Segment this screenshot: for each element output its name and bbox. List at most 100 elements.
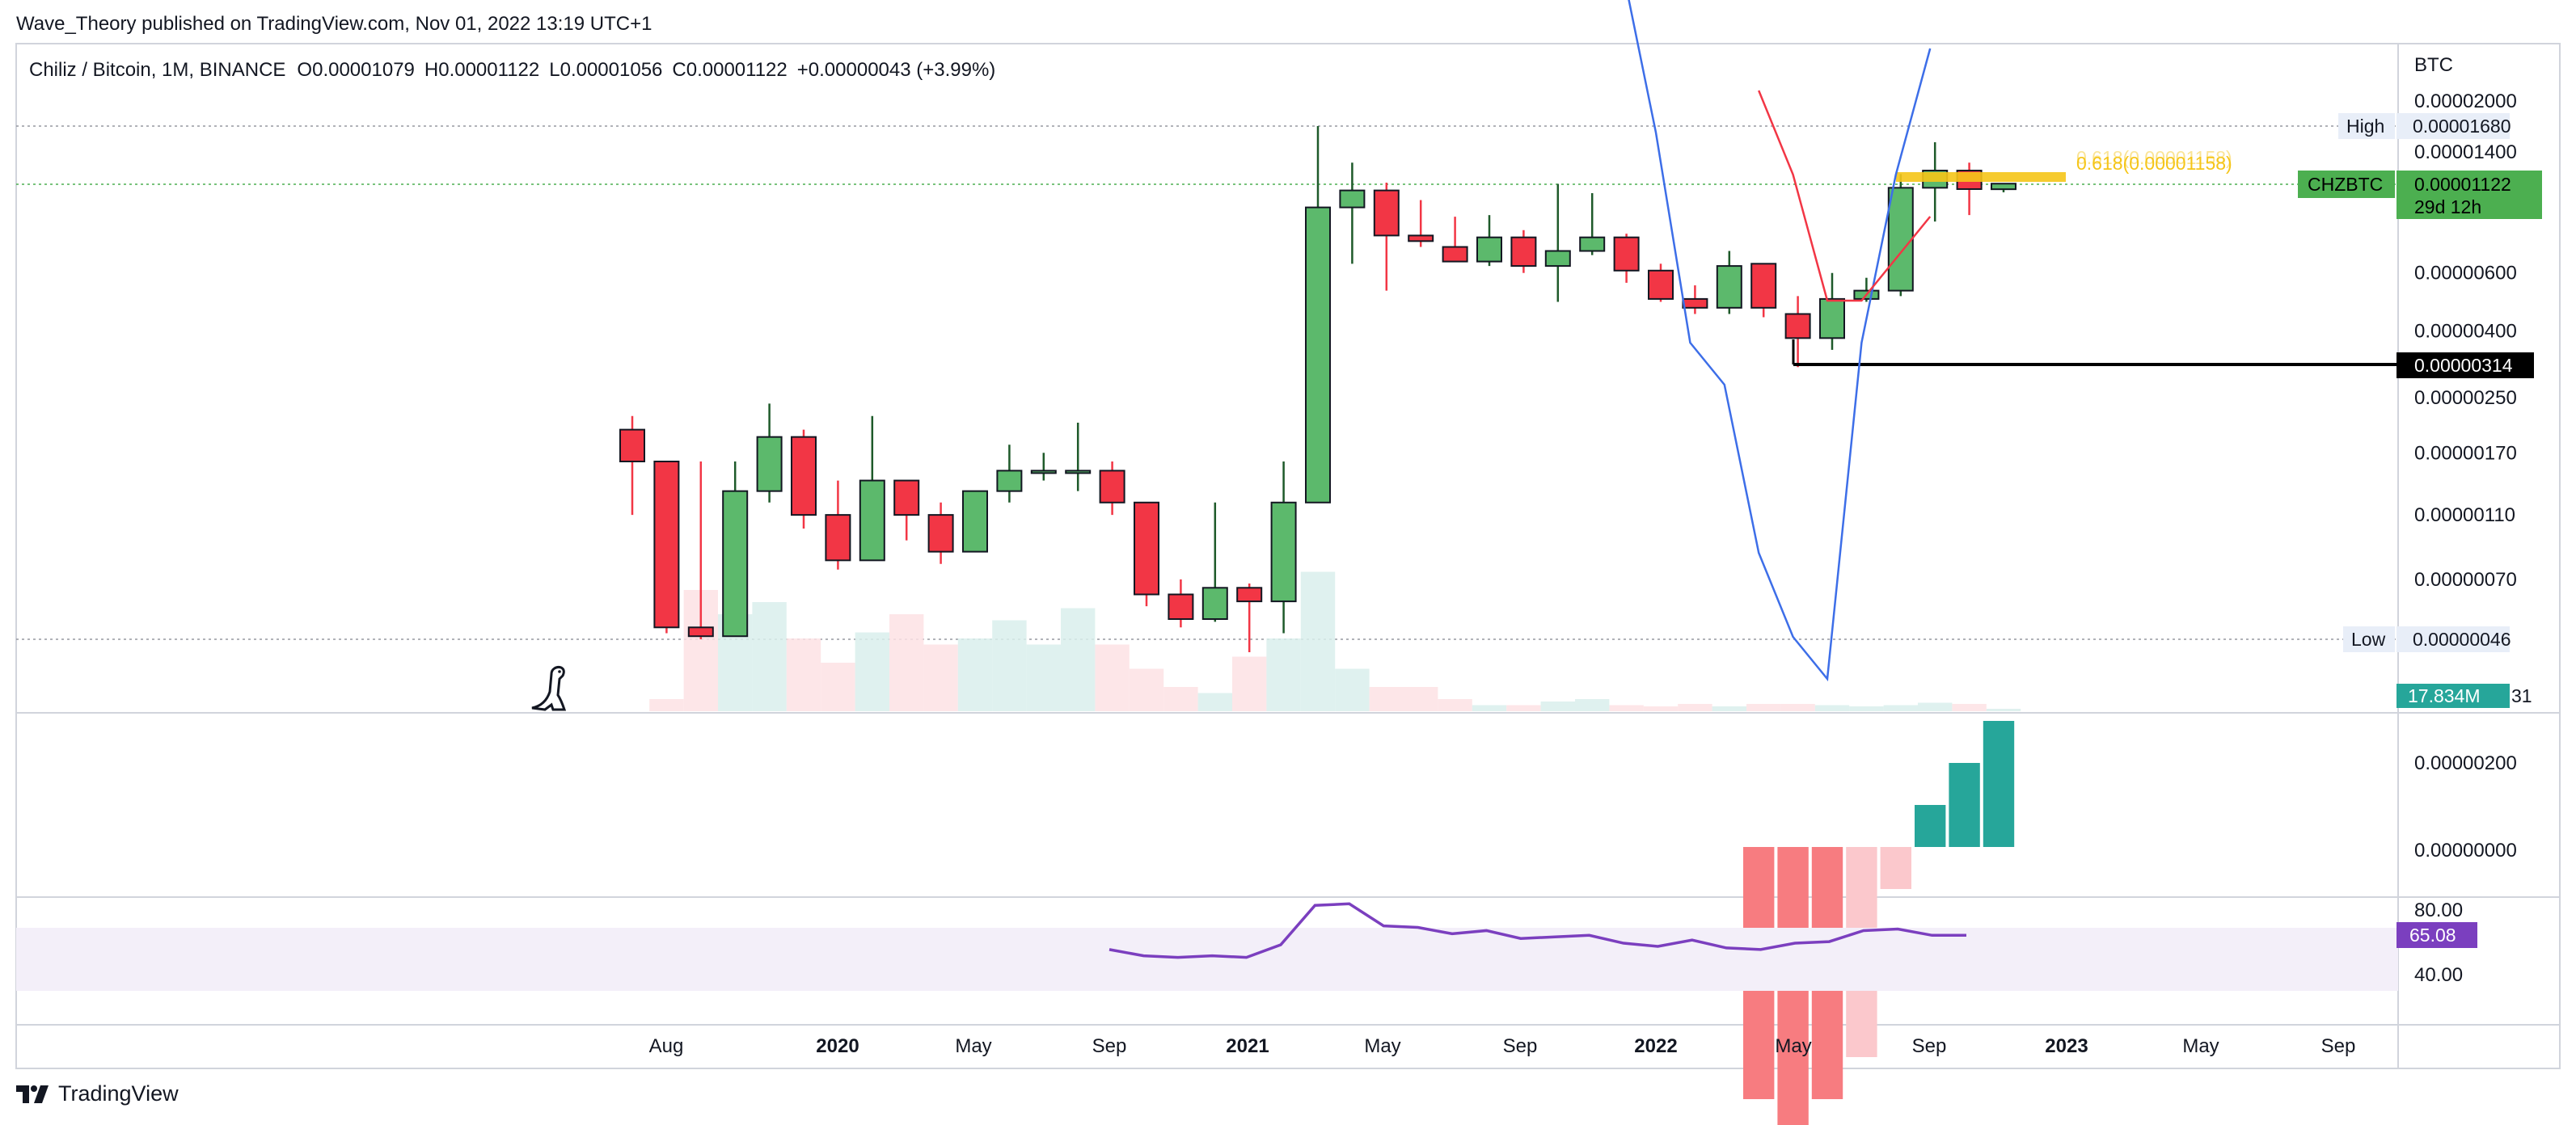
volume-bar: [889, 614, 924, 711]
support-tag: [2397, 352, 2534, 378]
time-tick: 2022: [1634, 1035, 1677, 1057]
volume-bar: [1438, 699, 1472, 711]
low-value-box: [2397, 626, 2510, 652]
candle-body[interactable]: [722, 490, 749, 638]
candle-body[interactable]: [1887, 187, 1914, 292]
candle-body[interactable]: [1648, 269, 1674, 300]
publisher-line: Wave_Theory published on TradingView.com…: [16, 13, 652, 35]
price-tick: 0.00000250: [2414, 387, 2517, 409]
candle-body[interactable]: [687, 626, 714, 638]
candle-body[interactable]: [1579, 236, 1606, 252]
volume-bar: [1849, 706, 1884, 711]
candle-body[interactable]: [1716, 265, 1742, 309]
volume-suffix: 31: [2511, 685, 2532, 706]
high-value: 0.00001680: [2413, 116, 2511, 137]
fib-label-faint: 0.618(0.00001158): [2076, 147, 2232, 168]
rsi-value: 65.08: [2409, 925, 2456, 946]
volume-bar: [1061, 608, 1096, 711]
macd-histogram-bar: [1983, 721, 2015, 847]
macd-histogram-bar: [1880, 847, 1911, 889]
volume-bar: [1163, 687, 1198, 711]
support-value: 0.00000314: [2414, 355, 2513, 376]
candle-body[interactable]: [1544, 250, 1571, 268]
candle-body[interactable]: [1819, 297, 1845, 339]
dino-icon: [531, 666, 567, 711]
volume-bar: [923, 644, 958, 711]
volume-bar: [649, 699, 684, 711]
price-tick: 0.00000170: [2414, 442, 2517, 464]
volume-bar: [1095, 644, 1130, 711]
candle-body[interactable]: [1030, 470, 1057, 474]
high-label: High: [2346, 116, 2384, 137]
candle-body[interactable]: [1168, 593, 1194, 620]
price-axis[interactable]: 0.00002000 0.00001400 0.00000600 0.00000400…: [2414, 91, 2517, 591]
candle-body[interactable]: [1510, 236, 1537, 268]
low-label-box: [2343, 626, 2395, 652]
candle-body[interactable]: [1201, 587, 1228, 620]
candle-body[interactable]: [1476, 236, 1502, 263]
candle-body[interactable]: [653, 460, 680, 629]
tradingview-brand[interactable]: TradingView: [16, 1081, 179, 1106]
fib-zone[interactable]: [1896, 172, 2066, 182]
time-tick: Sep: [2321, 1035, 2356, 1057]
candle-body[interactable]: [619, 428, 645, 462]
candle-body[interactable]: [1991, 183, 2016, 191]
candle-body[interactable]: [1682, 297, 1708, 309]
currency-label: BTC: [2414, 54, 2453, 76]
low-value: 0.00000046: [2413, 629, 2511, 650]
candle-body[interactable]: [791, 436, 817, 516]
time-axis[interactable]: Aug 2020 May Sep 2021 May Sep 2022 May Sep 2023 May…: [649, 1035, 2356, 1057]
macd-histogram-bar: [1915, 805, 1946, 847]
price-tick: 0.00000400: [2414, 320, 2517, 342]
candle-body[interactable]: [1099, 470, 1125, 504]
volume-bar: [1918, 702, 1953, 711]
current-price-tag: [2397, 171, 2542, 219]
candle-body[interactable]: [859, 479, 885, 562]
candle-body[interactable]: [962, 490, 988, 553]
candle-body[interactable]: [927, 514, 954, 553]
candle-body[interactable]: [1613, 236, 1640, 272]
candles[interactable]: [619, 126, 2016, 653]
candle-body[interactable]: [1408, 234, 1434, 242]
candle-body[interactable]: [1236, 587, 1263, 603]
price-tick: 0.00000070: [2414, 569, 2517, 591]
time-tick: May: [2182, 1035, 2219, 1057]
candle-body[interactable]: [893, 479, 920, 516]
volume-bar: [1883, 705, 1918, 711]
time-tick: 2020: [816, 1035, 859, 1057]
volume-bar: [1952, 704, 1987, 711]
candle-body[interactable]: [825, 514, 851, 562]
chart-frame: [15, 43, 2561, 1069]
symbol-legend: Chiliz / Bitcoin, 1M, BINANCE O0.00001079…: [29, 59, 995, 81]
candle-body[interactable]: [1134, 501, 1159, 596]
candle-body[interactable]: [1373, 189, 1400, 237]
price-tick: 0.00002000: [2414, 91, 2517, 112]
volume-bar: [1026, 644, 1061, 711]
candle-body[interactable]: [1305, 206, 1331, 504]
volume-bar: [1472, 705, 1507, 711]
candle-body[interactable]: [1442, 246, 1468, 263]
candle-body[interactable]: [1784, 313, 1811, 339]
volume-bar: [1643, 706, 1679, 711]
price-tick: 0.00001400: [2414, 141, 2517, 163]
macd-histogram-bar: [1949, 763, 1980, 847]
candle-body[interactable]: [1270, 501, 1297, 603]
candle-body[interactable]: [1065, 470, 1092, 474]
candle-body[interactable]: [1750, 263, 1777, 309]
volume-bar: [752, 602, 787, 711]
volume-bar: [1814, 705, 1850, 711]
volume-bar: [1300, 571, 1336, 711]
volume-bar: [957, 638, 993, 711]
candle-body[interactable]: [996, 470, 1023, 492]
signal-line: [1758, 90, 1932, 302]
volume-tag: [2397, 684, 2510, 708]
rsi-value-tag: [2397, 922, 2477, 948]
time-tick: Sep: [1503, 1035, 1538, 1057]
candle-body[interactable]: [1339, 189, 1366, 209]
rsi-indicator: [1109, 902, 1966, 959]
candle-body[interactable]: [756, 436, 783, 492]
volume-bar: [1506, 705, 1541, 711]
volume-bar: [1232, 656, 1267, 711]
volume-bar: [1575, 699, 1610, 711]
